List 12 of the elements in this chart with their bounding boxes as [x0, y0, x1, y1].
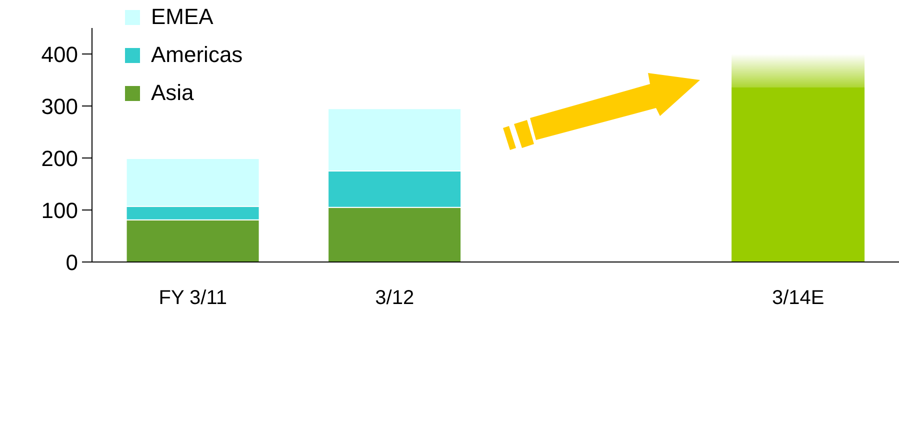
legend-label: EMEA	[151, 4, 214, 30]
bar	[732, 54, 865, 262]
legend-label: Americas	[151, 42, 243, 68]
y-tick-label: 100	[41, 198, 78, 223]
x-tick-label: 3/14E	[772, 287, 824, 310]
legend-label: Asia	[151, 80, 194, 106]
x-tick-label: 3/12	[375, 287, 414, 310]
y-tick-label: 400	[41, 42, 78, 67]
y-tick-label: 300	[41, 94, 78, 119]
y-tick-label: 0	[66, 250, 78, 275]
x-tick-label: FY 3/11	[158, 287, 227, 310]
y-tick-label: 200	[41, 146, 78, 171]
